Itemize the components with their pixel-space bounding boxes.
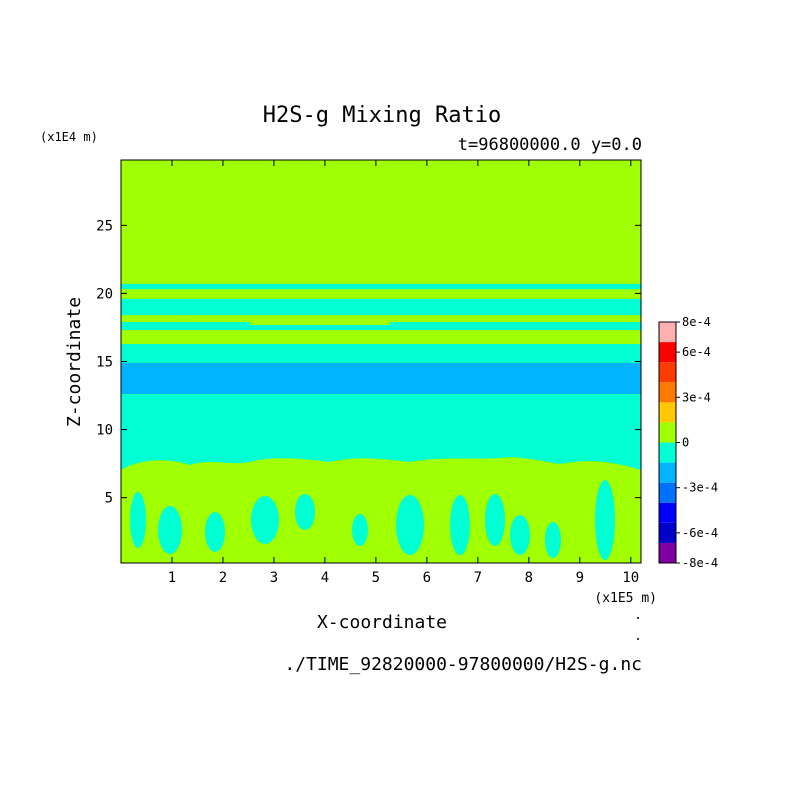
dot-mark — [637, 638, 639, 640]
contour-band — [121, 322, 641, 331]
x-axis-unit: (x1E5 m) — [594, 591, 657, 606]
colorbar-label: -3e-4 — [682, 481, 718, 495]
contour-features — [121, 314, 641, 563]
footer-filename: ./TIME_92820000-97800000/H2S-g.nc — [284, 654, 642, 675]
contour-feature — [396, 495, 424, 555]
y-axis-ticks: 5 10 15 20 25 — [96, 218, 641, 507]
x-tick-label: 3 — [270, 570, 278, 586]
contour-feature — [545, 522, 561, 558]
contour-band — [121, 298, 641, 316]
colorbar-segment — [659, 442, 676, 463]
contour-band — [121, 283, 641, 290]
contour-band — [121, 315, 641, 323]
contour-band — [121, 341, 641, 363]
x-tick-label: 8 — [525, 570, 533, 586]
colorbar-segment — [659, 462, 676, 483]
contour-feature — [121, 457, 641, 563]
x-tick-label: 4 — [321, 570, 329, 586]
colorbar-label: 0 — [682, 436, 689, 450]
colorbar-segment — [659, 322, 676, 343]
y-tick-label: 25 — [96, 218, 113, 234]
chart-title: H2S-g Mixing Ratio — [263, 103, 501, 128]
contour-feature — [250, 322, 390, 325]
contour-feature — [450, 495, 470, 555]
x-tick-label: 5 — [372, 570, 380, 586]
colorbar-segment — [659, 382, 676, 403]
y-tick-label: 15 — [96, 355, 113, 371]
contour-feature — [352, 514, 368, 546]
contour-feature — [205, 512, 225, 552]
contour-band — [121, 160, 641, 288]
contour-feature — [251, 496, 279, 544]
contour-feature — [121, 332, 641, 344]
colorbar-segment — [659, 342, 676, 363]
x-tick-label: 2 — [219, 570, 227, 586]
colorbar-segment — [659, 502, 676, 523]
colorbar-label: 3e-4 — [682, 390, 711, 404]
colorbar-segment — [659, 362, 676, 383]
contour-band — [121, 362, 641, 395]
y-axis-label: Z-coordinate — [64, 297, 85, 427]
x-tick-label: 6 — [423, 570, 431, 586]
x-tick-label: 10 — [622, 570, 639, 586]
contour-feature — [130, 492, 146, 548]
contour-feature — [485, 494, 505, 546]
colorbar-segment — [659, 482, 676, 503]
dot-mark — [637, 617, 639, 619]
contour-feature — [295, 494, 315, 530]
y-axis-unit: (x1E4 m) — [40, 130, 98, 144]
y-tick-label: 5 — [105, 491, 113, 507]
colorbar-segment — [659, 542, 676, 563]
colorbar-label: -6e-4 — [682, 526, 718, 540]
contour-band — [121, 289, 641, 299]
contour-feature — [180, 314, 187, 322]
colorbar-label: 6e-4 — [682, 345, 711, 359]
y-tick-label: 10 — [96, 423, 113, 439]
x-tick-label: 9 — [576, 570, 584, 586]
y-tick-label: 20 — [96, 286, 113, 302]
contour-feature — [595, 480, 615, 560]
colorbar-segment — [659, 422, 676, 443]
chart-subtitle: t=96800000.0 y=0.0 — [458, 135, 642, 155]
colorbar-label: -8e-4 — [682, 556, 718, 570]
x-axis-label: X-coordinate — [317, 612, 447, 633]
x-axis-ticks: 1 2 3 4 5 6 7 8 9 10 — [168, 160, 639, 586]
colorbar-label: 8e-4 — [682, 315, 711, 329]
contour-feature — [158, 506, 182, 554]
x-tick-label: 1 — [168, 570, 176, 586]
contour-feature — [510, 515, 530, 555]
colorbar: 8e-4 6e-4 3e-4 0 -3e-4 -6e-4 -8e-4 — [658, 315, 718, 570]
colorbar-segment — [659, 402, 676, 423]
colorbar-segment — [659, 522, 676, 543]
x-tick-label: 7 — [474, 570, 482, 586]
plot-area: 1 2 3 4 5 6 7 8 9 10 5 10 15 20 25 — [96, 159, 642, 586]
